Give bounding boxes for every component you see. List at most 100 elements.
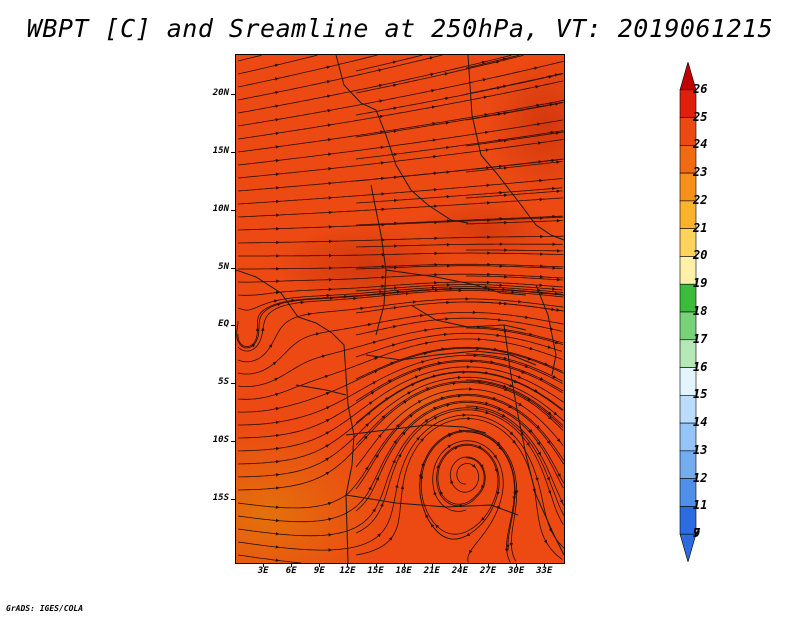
lon-tick-label: 9E <box>313 566 325 576</box>
streamline-arrow <box>502 384 507 388</box>
streamline-arrow <box>394 265 398 270</box>
streamline-arrow <box>276 199 280 204</box>
colorbar-label: 16 <box>693 359 708 374</box>
lon-tick-mark <box>459 563 461 567</box>
streamline-arrow <box>552 242 557 246</box>
streamline-arrow <box>444 72 449 76</box>
country-boundary <box>295 384 347 396</box>
streamline-arrow <box>504 248 508 252</box>
streamline-arrow <box>536 103 541 108</box>
streamline <box>238 381 564 491</box>
streamline-arrow <box>446 242 451 247</box>
streamline-arrow <box>327 502 332 506</box>
streamline-arrow <box>421 360 426 364</box>
streamline <box>237 178 563 205</box>
streamline-arrow <box>472 310 477 315</box>
lon-tick-mark <box>488 563 490 567</box>
streamline-arrow <box>326 80 331 84</box>
streamline-arrow <box>393 286 398 290</box>
streamline-arrow <box>325 392 330 396</box>
streamline-arrow <box>481 484 485 489</box>
colorbar-label: 12 <box>693 470 708 485</box>
streamline-arrow <box>486 183 491 188</box>
streamline <box>355 332 563 358</box>
streamline-arrow <box>496 333 501 337</box>
streamline-arrow <box>381 284 386 288</box>
lon-tick-label: 15E <box>367 566 384 576</box>
streamline <box>237 290 564 352</box>
streamline-arrow <box>377 533 381 538</box>
country-boundary <box>535 284 557 376</box>
streamline-arrow <box>498 446 503 450</box>
streamline-arrow <box>275 518 280 523</box>
lat-tick-label: 10S <box>212 434 229 445</box>
grads-credit: GrADS: IGES/COLA <box>6 604 84 613</box>
country-boundary <box>370 184 387 336</box>
streamline-arrow <box>483 95 488 100</box>
streamline-arrow <box>268 343 273 348</box>
streamline-arrow <box>326 65 331 69</box>
streamline-arrow <box>553 411 558 416</box>
streamline-arrow <box>481 517 485 521</box>
streamline-arrow <box>384 397 389 401</box>
streamline-arrow <box>325 444 330 448</box>
streamline-arrow <box>537 122 541 126</box>
streamline-arrow <box>324 374 329 379</box>
streamline-arrow <box>555 340 559 345</box>
streamline-arrow <box>325 457 330 462</box>
streamline-arrow <box>275 558 280 562</box>
streamline-arrow <box>416 436 420 441</box>
streamline-arrow <box>276 227 280 231</box>
streamline <box>355 55 423 72</box>
colorbar-label: 18 <box>693 304 708 318</box>
streamline-arrow <box>535 477 539 482</box>
streamline-arrow <box>275 420 280 425</box>
streamline-arrow <box>392 60 397 64</box>
streamline-arrow <box>499 283 504 288</box>
streamline-arrow <box>275 90 279 95</box>
streamline-arrow <box>381 238 386 242</box>
streamline-arrow <box>395 483 399 488</box>
streamline-arrow <box>437 361 442 365</box>
streamline-arrow <box>291 298 296 303</box>
streamline-arrow <box>521 370 526 374</box>
streamline-arrow <box>503 166 508 170</box>
streamline-arrow <box>536 425 540 429</box>
streamline-arrow <box>275 407 280 411</box>
streamline-arrow <box>520 431 525 436</box>
streamline-arrow <box>424 419 429 423</box>
streamline-arrow <box>328 517 333 521</box>
streamline-arrow <box>364 435 368 440</box>
streamline-arrow <box>381 207 386 212</box>
streamline <box>465 190 563 199</box>
colorbar-label: 19 <box>693 276 708 291</box>
streamline <box>237 55 262 62</box>
streamline <box>355 55 524 94</box>
streamline-arrow <box>275 131 280 136</box>
streamline-arrow <box>405 291 410 296</box>
streamline-arrow <box>504 220 508 225</box>
streamline-arrow <box>379 114 384 119</box>
lon-tick-mark <box>403 563 405 567</box>
streamline <box>355 409 564 534</box>
streamline-arrow <box>434 204 438 208</box>
streamline <box>237 216 564 231</box>
streamline-arrow <box>493 347 498 352</box>
streamline <box>237 347 564 413</box>
streamline-arrow <box>526 397 531 402</box>
streamline-arrow <box>448 432 453 437</box>
streamline-arrow <box>380 145 385 150</box>
country-boundary <box>345 494 519 516</box>
streamline-arrow <box>275 486 280 490</box>
streamline-arrow <box>275 392 280 397</box>
streamline-arrow <box>434 236 439 241</box>
streamline-arrow <box>432 374 437 378</box>
streamline <box>420 431 516 551</box>
streamline <box>237 298 564 363</box>
streamline-arrow <box>433 188 438 192</box>
streamline-arrow <box>537 451 541 456</box>
streamline-arrow <box>381 264 386 269</box>
streamline-arrow <box>436 464 440 469</box>
streamline <box>355 158 564 182</box>
colorbar-swatch <box>679 533 697 562</box>
